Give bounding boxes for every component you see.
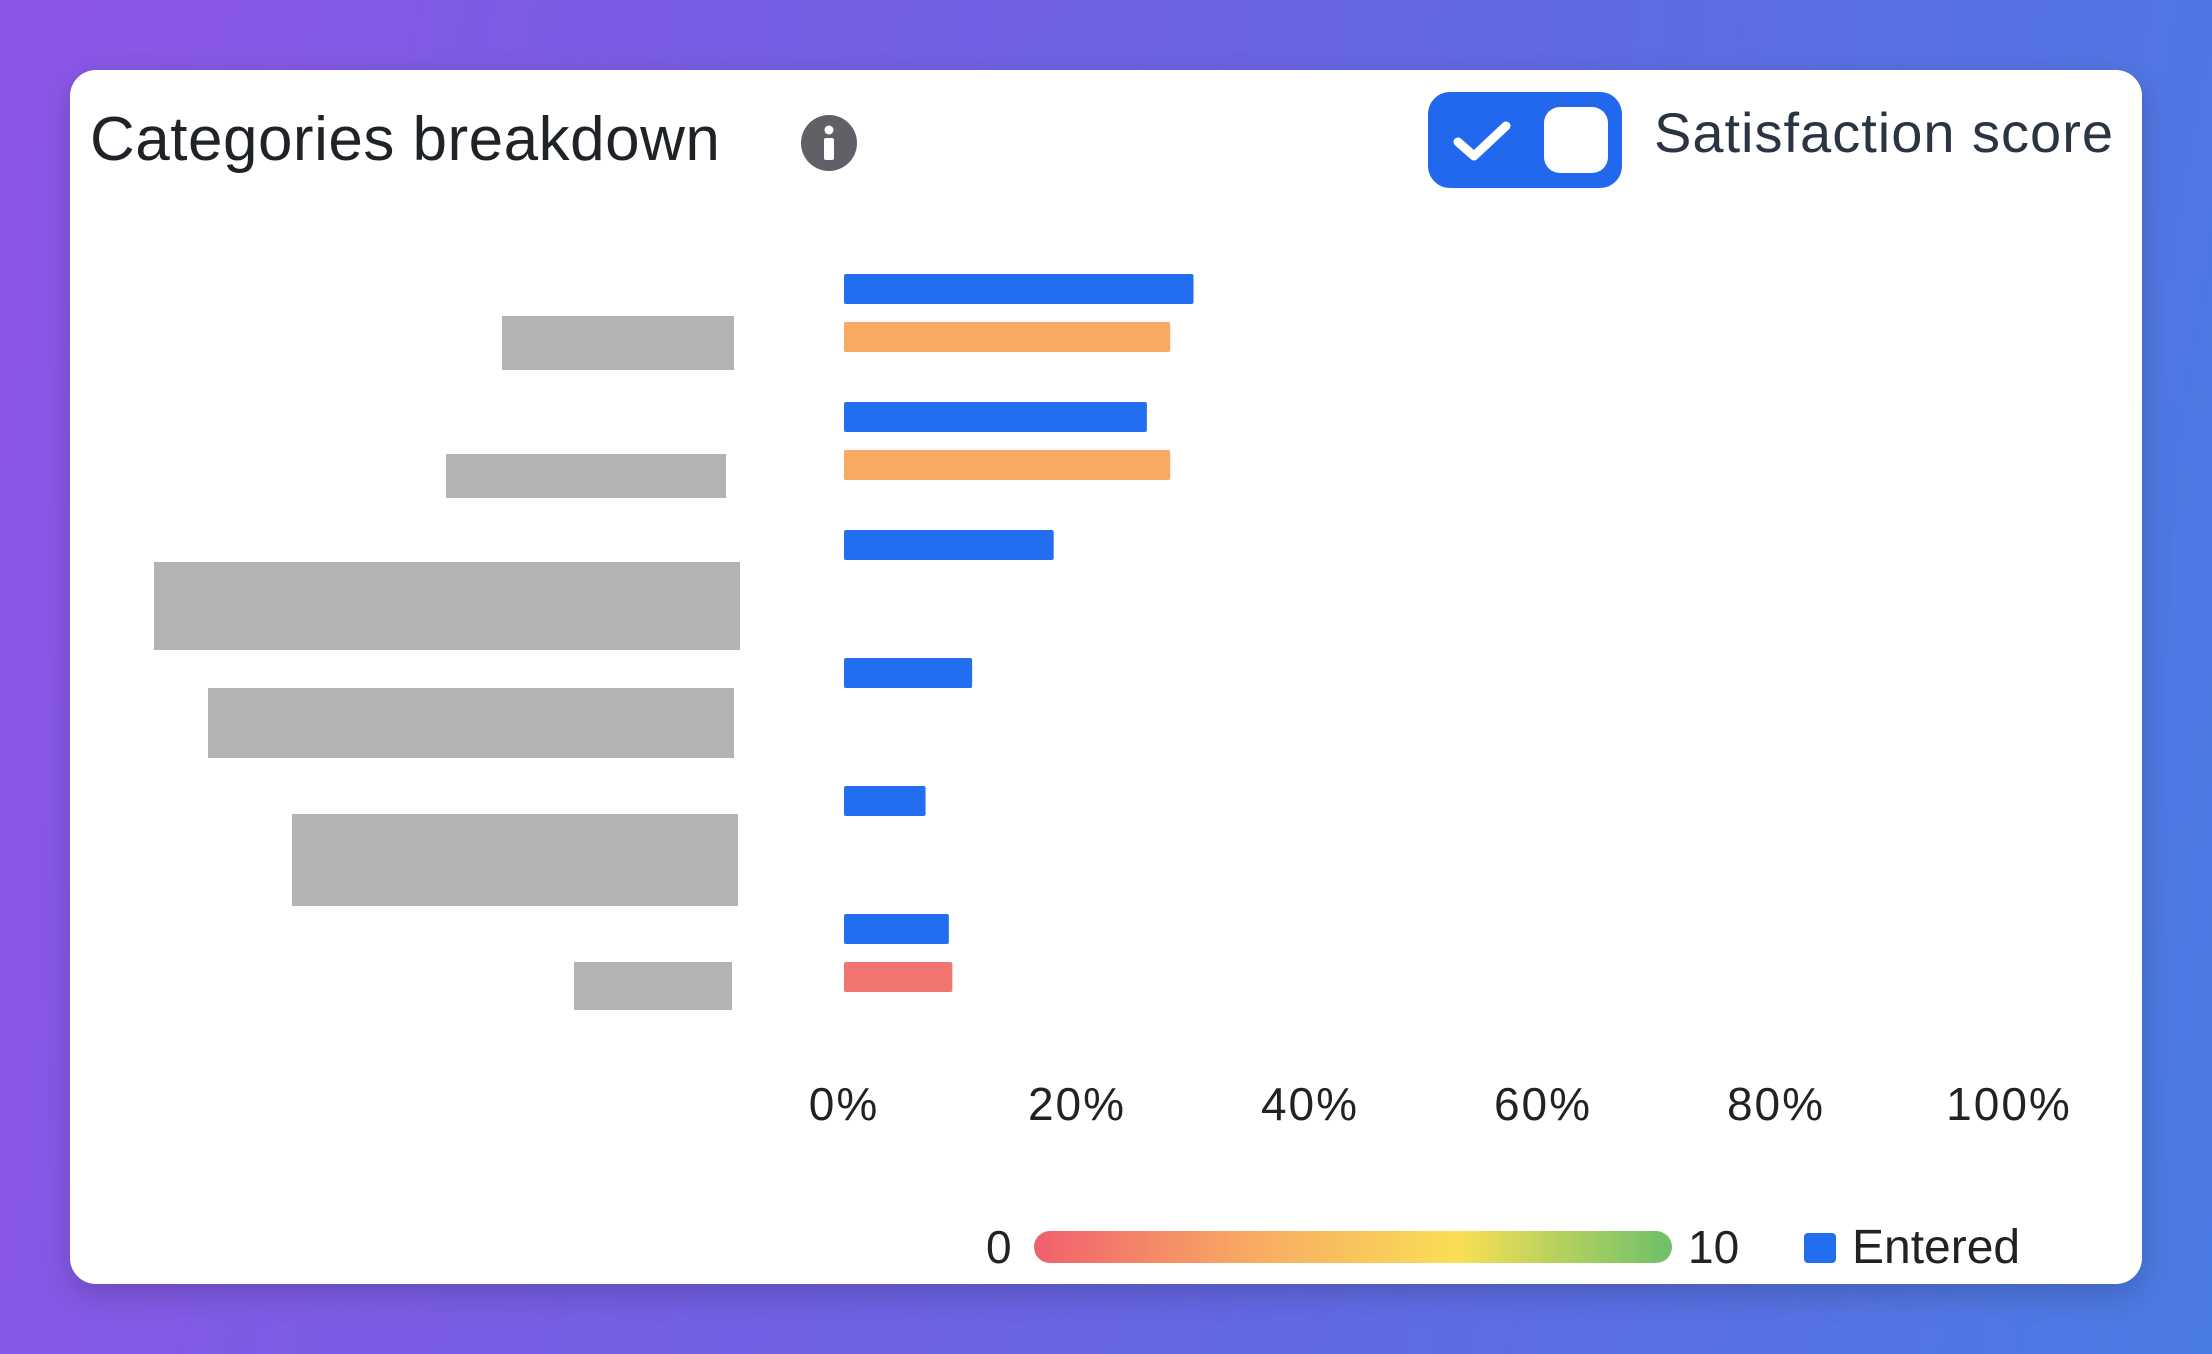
category-label-redacted-4 xyxy=(208,688,734,758)
bar-entered-1[interactable] xyxy=(844,274,1194,304)
x-tick-label: 80% xyxy=(1727,1078,1825,1130)
categories-breakdown-card: Categories breakdown Satisfaction score … xyxy=(70,70,2142,1284)
scale-max-label: 10 xyxy=(1688,1221,1740,1273)
bar-satisfaction-1[interactable] xyxy=(844,322,1171,352)
bar-satisfaction-6[interactable] xyxy=(844,962,953,992)
x-tick-label: 100% xyxy=(1946,1078,2072,1130)
category-label-redacted-5 xyxy=(292,814,738,906)
checkmark-icon xyxy=(1453,121,1511,161)
category-label-redacted-3 xyxy=(154,562,740,650)
satisfaction-score-toggle[interactable] xyxy=(1428,92,1622,188)
category-label-redacted-1 xyxy=(502,316,734,370)
bar-entered-4[interactable] xyxy=(844,658,973,688)
scale-min-label: 0 xyxy=(986,1221,1012,1273)
x-tick-label: 60% xyxy=(1494,1078,1592,1130)
toggle-label: Satisfaction score xyxy=(1654,101,2114,164)
category-label-redacted-2 xyxy=(446,454,726,498)
bar-entered-2[interactable] xyxy=(844,402,1147,432)
bar-entered-6[interactable] xyxy=(844,914,949,944)
info-circle-icon[interactable] xyxy=(800,114,858,172)
chart-title: Categories breakdown xyxy=(90,105,721,174)
category-label-redacted-6 xyxy=(574,962,732,1010)
x-tick-label: 40% xyxy=(1261,1078,1359,1130)
bar-entered-5[interactable] xyxy=(844,786,926,816)
x-tick-label: 20% xyxy=(1028,1078,1126,1130)
bar-chart: 0% 20% 40% 60% 80% 100% xyxy=(154,274,2072,1130)
bar-satisfaction-2[interactable] xyxy=(844,450,1171,480)
bar-entered-3[interactable] xyxy=(844,530,1054,560)
toggle-knob xyxy=(1544,107,1608,173)
entered-legend-label: Entered xyxy=(1852,1221,2021,1274)
x-tick-label: 0% xyxy=(809,1078,879,1130)
satisfaction-color-scale xyxy=(1034,1231,1672,1263)
entered-legend-swatch xyxy=(1804,1233,1836,1263)
